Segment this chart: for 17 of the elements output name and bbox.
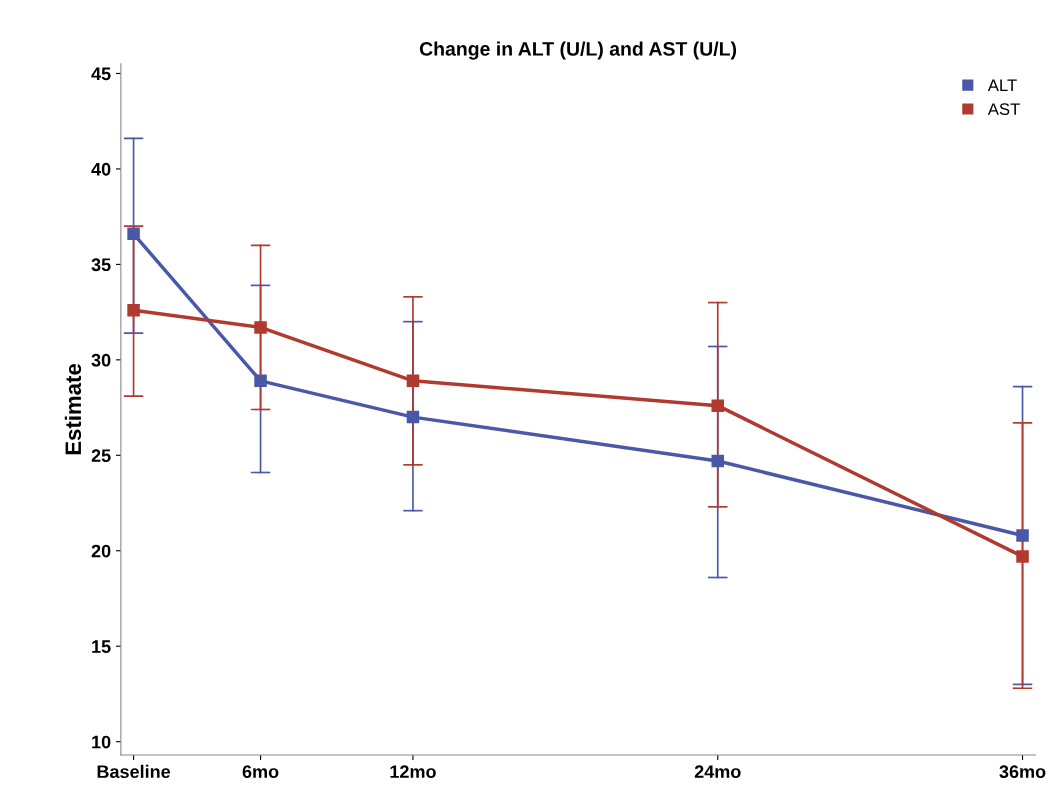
x-tick-label: 36mo [999, 765, 1046, 779]
chart-title: Change in ALT (U/L) and AST (U/L) [419, 41, 737, 60]
y-axis-title: Estimate [64, 363, 82, 455]
y-tick-label: 45 [91, 67, 111, 81]
y-tick-label: 10 [92, 735, 111, 749]
legend-label: ALT [987, 79, 1017, 91]
y-tick-label: 25 [91, 449, 111, 463]
legend-label: AST [987, 103, 1020, 116]
x-tick-label: 6mo [242, 765, 279, 779]
x-tick-label: 24mo [694, 765, 741, 779]
y-tick-label: 15 [92, 640, 111, 653]
y-tick-label: 30 [91, 353, 111, 367]
y-tick-label: 40 [91, 162, 111, 176]
y-tick-label: 20 [91, 544, 111, 558]
y-tick-label: 35 [91, 258, 111, 272]
x-tick-label: Baseline [97, 764, 171, 779]
x-tick-label: 12mo [390, 765, 436, 779]
